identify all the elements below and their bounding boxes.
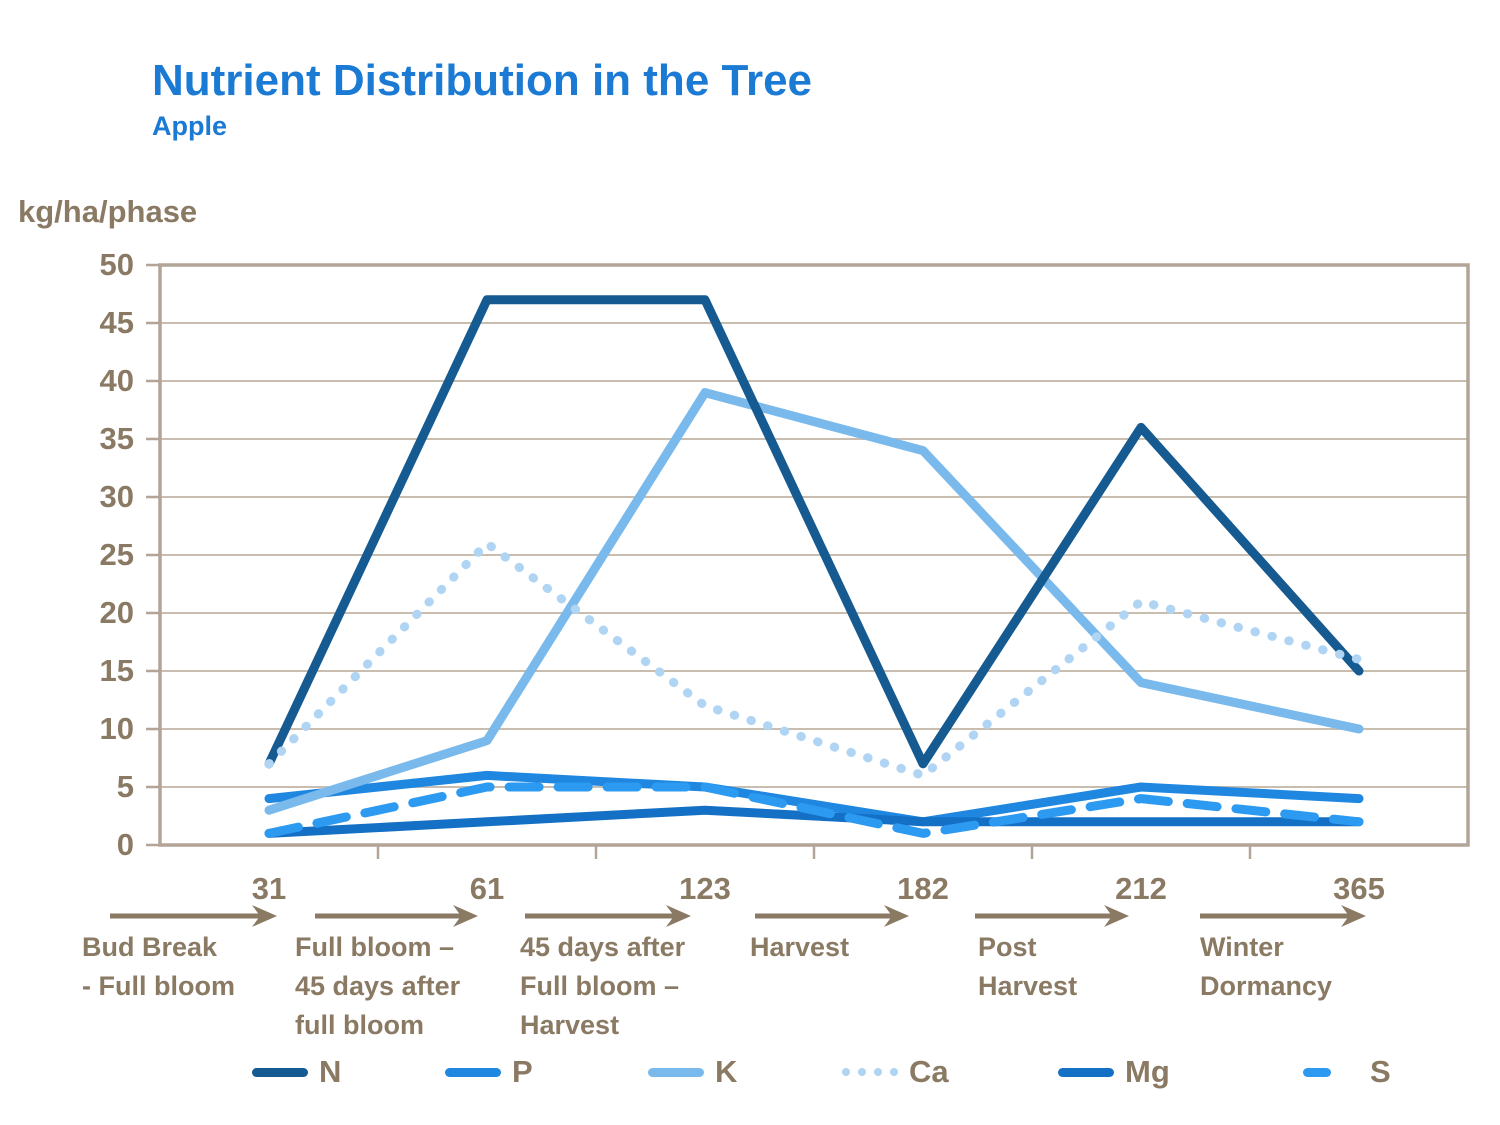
phase-label-line: - Full bloom bbox=[82, 971, 235, 1001]
phase-arrow-icon bbox=[525, 905, 691, 927]
legend-item-K: K bbox=[648, 1052, 737, 1092]
plot-area bbox=[146, 263, 1470, 859]
legend-item-P: P bbox=[445, 1052, 533, 1092]
legend-swatch-dotted-icon bbox=[842, 1068, 900, 1076]
legend-item-Ca: Ca bbox=[842, 1052, 949, 1092]
phase-label-line: Dormancy bbox=[1200, 971, 1333, 1001]
y-axis-tick-label: 35 bbox=[99, 421, 134, 456]
legend-swatch-dashed-icon bbox=[1303, 1067, 1361, 1077]
y-axis-tick-label: 50 bbox=[99, 247, 134, 282]
series-line-K bbox=[264, 388, 1364, 815]
phase-label: Post Harvest bbox=[978, 928, 1077, 1006]
y-axis-tick-label: 30 bbox=[99, 479, 134, 514]
chart-title: Nutrient Distribution in the Tree bbox=[152, 56, 813, 105]
phase-label-line: full bloom bbox=[295, 1010, 424, 1040]
phase-label: Harvest bbox=[750, 928, 849, 967]
x-tick-label: 31 bbox=[251, 871, 287, 906]
legend-swatch-solid-icon bbox=[1058, 1067, 1116, 1077]
legend-label: Mg bbox=[1125, 1054, 1170, 1089]
series-line-P bbox=[264, 770, 1364, 827]
y-axis-tick-label: 45 bbox=[99, 305, 134, 340]
legend-label: Ca bbox=[909, 1054, 949, 1089]
series-line-N bbox=[264, 295, 1364, 769]
phase-label: Winter Dormancy bbox=[1200, 928, 1332, 1006]
y-axis-tick-label: 20 bbox=[99, 595, 134, 630]
phase-arrow-icon bbox=[110, 905, 277, 927]
legend-item-S: S bbox=[1303, 1052, 1391, 1092]
y-axis-tick-label: 25 bbox=[99, 537, 134, 572]
legend-swatch-solid-icon bbox=[445, 1067, 503, 1077]
phase-label-line: Full bloom – bbox=[520, 971, 679, 1001]
legend-item-N: N bbox=[252, 1052, 341, 1092]
legend-label: P bbox=[512, 1054, 533, 1089]
x-tick-label: 61 bbox=[469, 871, 505, 906]
y-axis-tick-label: 10 bbox=[99, 711, 134, 746]
phase-label-line: 45 days after bbox=[295, 971, 461, 1001]
x-tick-label: 182 bbox=[897, 871, 949, 906]
x-tick-label: 123 bbox=[679, 871, 731, 906]
phase-label-line: Full bloom – bbox=[295, 932, 454, 962]
plot-frame bbox=[158, 263, 1470, 847]
y-axis-tick-label: 40 bbox=[99, 363, 134, 398]
series-line-S bbox=[264, 782, 1364, 838]
legend-swatch-solid-icon bbox=[648, 1067, 706, 1077]
y-axis-tick-label: 15 bbox=[99, 653, 134, 688]
legend-label: K bbox=[715, 1054, 738, 1089]
phase-label-line: Harvest bbox=[978, 971, 1078, 1001]
chart-subtitle: Apple bbox=[152, 111, 228, 141]
phase-arrow-icon bbox=[755, 905, 909, 927]
x-tick-label: 365 bbox=[1333, 871, 1385, 906]
series-line-Mg bbox=[264, 805, 1364, 838]
phase-arrow-icon bbox=[1200, 905, 1366, 927]
x-tick-label: 212 bbox=[1115, 871, 1167, 906]
phase-label-line: Harvest bbox=[520, 1010, 620, 1040]
phase-label: 45 days after Full bloom – Harvest bbox=[520, 928, 685, 1045]
series-line-Ca bbox=[264, 538, 1364, 780]
y-axis-unit-label: kg/ha/phase bbox=[18, 194, 198, 229]
phase-label-line: Harvest bbox=[750, 932, 850, 962]
legend-label: S bbox=[1370, 1054, 1391, 1089]
phase-label-line: 45 days after bbox=[520, 932, 686, 962]
phase-arrow-icon bbox=[975, 905, 1129, 927]
phase-arrow-icon bbox=[315, 905, 478, 927]
legend-swatch-solid-icon bbox=[252, 1067, 310, 1077]
y-axis-tick-label: 0 bbox=[116, 827, 134, 862]
phase-label: Bud Break - Full bloom bbox=[82, 928, 235, 1006]
phase-label-line: Post bbox=[978, 932, 1037, 962]
phase-label: Full bloom – 45 days after full bloom bbox=[295, 928, 460, 1045]
legend-label: N bbox=[319, 1054, 342, 1089]
legend-item-Mg: Mg bbox=[1058, 1052, 1170, 1092]
phase-label-line: Bud Break bbox=[82, 932, 218, 962]
y-axis-tick-label: 5 bbox=[116, 769, 134, 804]
phase-label-line: Winter bbox=[1200, 932, 1284, 962]
